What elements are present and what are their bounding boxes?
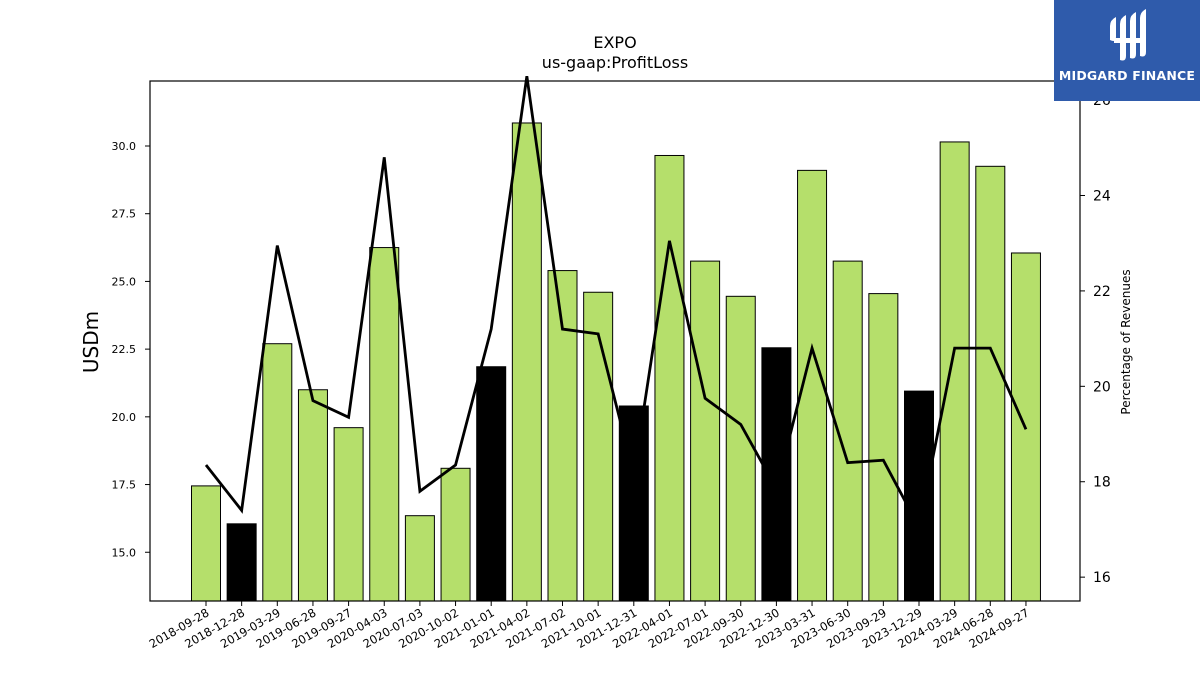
y-tick-label: 22.5 <box>112 343 137 356</box>
y2-tick-label: 18 <box>1093 475 1111 491</box>
bar <box>404 515 435 602</box>
bar <box>191 485 221 602</box>
line-group <box>204 76 1028 532</box>
logo-mark-icon <box>1110 9 1146 61</box>
bar <box>262 343 293 602</box>
y2-tick-label: 24 <box>1093 188 1111 204</box>
y2-tick-label: 20 <box>1093 379 1111 395</box>
y-axis-label: USDm <box>79 311 103 373</box>
bar <box>476 366 507 602</box>
y-tick-label: 20.0 <box>112 411 137 424</box>
bar <box>226 523 257 602</box>
bar <box>690 260 721 602</box>
y2-tick-label: 22 <box>1093 284 1111 300</box>
bar <box>333 427 364 602</box>
bar <box>511 122 542 602</box>
bar <box>369 247 400 602</box>
bar <box>975 165 1006 602</box>
bar <box>868 293 899 602</box>
y-tick-label: 30.0 <box>112 140 137 153</box>
y-tick-label: 15.0 <box>112 546 137 559</box>
plot-frame <box>149 80 1081 602</box>
series-line <box>204 76 1028 532</box>
bar <box>654 154 685 602</box>
y2-axis-label: Percentage of Revenues <box>1119 269 1133 414</box>
bar-group <box>191 122 1041 602</box>
logo-text: MIDGARD FINANCE <box>1058 68 1196 83</box>
chart-title: EXPO <box>593 33 636 52</box>
y-tick-label: 17.5 <box>112 479 137 492</box>
bar <box>904 390 934 602</box>
chart-subtitle: us-gaap:ProfitLoss <box>542 53 688 72</box>
bar <box>761 347 792 602</box>
y-tick-label: 25.0 <box>112 275 137 288</box>
bar <box>725 295 756 602</box>
bar <box>939 141 970 602</box>
y-tick-label: 27.5 <box>112 208 137 221</box>
bar <box>297 389 328 602</box>
bar <box>440 467 471 602</box>
brand-logo: MIDGARD FINANCE <box>1054 0 1200 101</box>
bar <box>583 291 614 602</box>
y2-tick-label: 16 <box>1093 570 1111 586</box>
